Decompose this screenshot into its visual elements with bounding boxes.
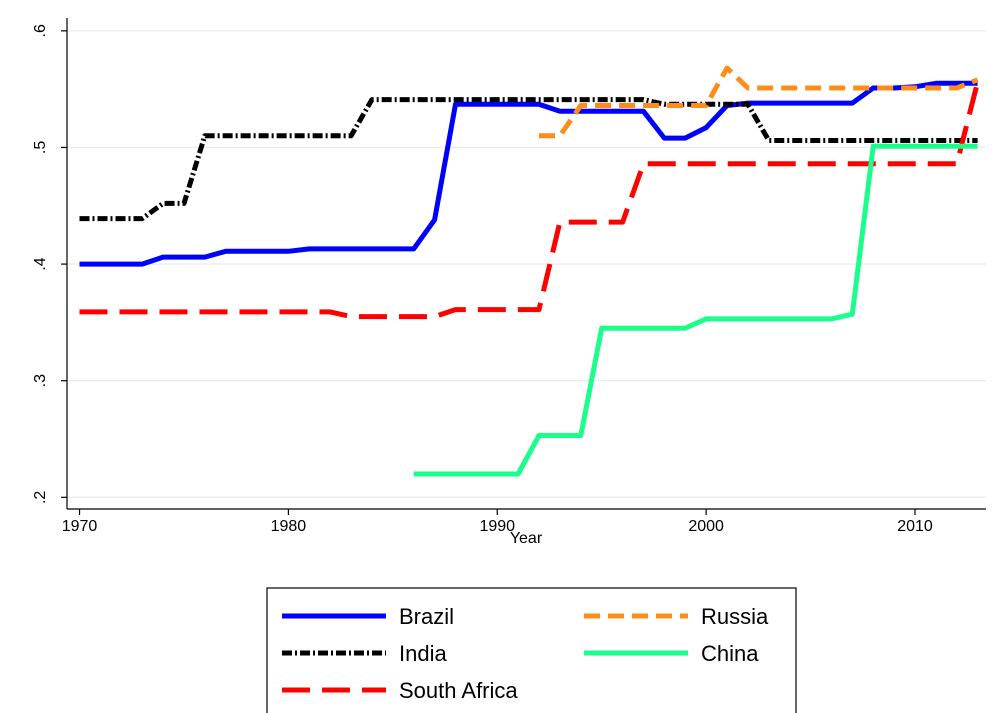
x-tick-label-1: 1980: [271, 518, 307, 535]
series-line-india: [79, 97, 978, 222]
legend-label-russia: Russia: [701, 604, 769, 629]
y-tick-label-4: .6: [32, 24, 49, 37]
legend-label-china: China: [701, 641, 759, 666]
legend-label-india: India: [399, 641, 447, 666]
series-lines: [79, 65, 981, 477]
x-ticks: 1970 1980 1990 2000 2010: [62, 509, 933, 535]
x-tick-label-2: 1990: [479, 518, 515, 535]
y-ticks: .2 .3 .4 .5 .6: [32, 24, 67, 504]
y-tick-label-0: .2: [32, 491, 49, 504]
gridlines: [67, 30, 986, 499]
x-tick-label-0: 1970: [62, 518, 98, 535]
y-tick-label-2: .4: [32, 257, 49, 270]
series-line-russia: [539, 65, 979, 139]
x-tick-label-4: 2010: [897, 518, 933, 535]
y-tick-label-1: .3: [32, 374, 49, 387]
series-line-china: [413, 143, 978, 477]
x-axis-title: Year: [510, 530, 543, 547]
x-tick-label-3: 2000: [688, 518, 724, 535]
y-tick-label-3: .5: [32, 141, 49, 154]
series-line-brazil: [79, 80, 978, 267]
legend-label-brazil: Brazil: [399, 604, 454, 629]
legend: Brazil Russia India China South Africa: [266, 587, 797, 713]
legend-label-south-africa: South Africa: [399, 678, 518, 703]
series-line-south-africa: [79, 81, 981, 320]
